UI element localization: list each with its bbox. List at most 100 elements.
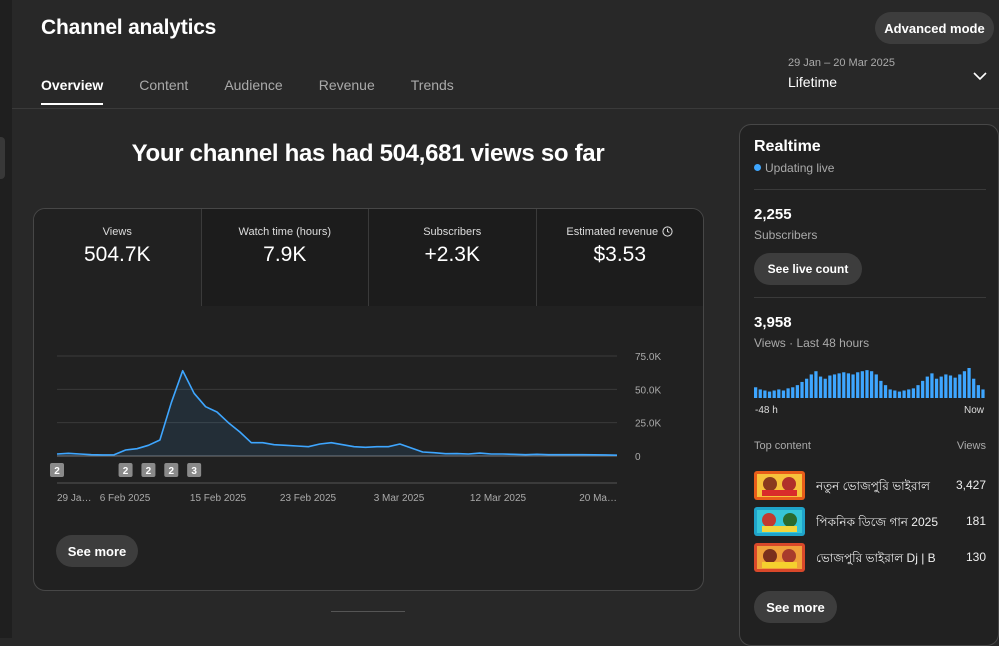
realtime-views-bars[interactable] bbox=[754, 368, 986, 398]
x-tick-label: 20 Ma… bbox=[579, 493, 617, 504]
realtime-bar[interactable] bbox=[781, 390, 786, 399]
realtime-bar[interactable] bbox=[809, 374, 813, 398]
realtime-bar[interactable] bbox=[860, 371, 864, 398]
realtime-bar[interactable] bbox=[865, 370, 869, 398]
top-content-item[interactable]: পিকনিক ডিজে গান 2025 181 bbox=[754, 507, 986, 537]
metric-subscribers[interactable]: Subscribers +2.3K bbox=[368, 209, 536, 306]
tab-content[interactable]: Content bbox=[139, 77, 189, 93]
metric-label: Subscribers bbox=[423, 226, 482, 238]
realtime-bar[interactable] bbox=[846, 373, 851, 398]
scroll-indicator bbox=[331, 611, 405, 612]
realtime-bar[interactable] bbox=[856, 372, 860, 398]
realtime-bar[interactable] bbox=[805, 378, 809, 398]
realtime-bar[interactable] bbox=[953, 377, 957, 398]
tab-audience[interactable]: Audience bbox=[224, 77, 283, 93]
realtime-bar[interactable] bbox=[772, 390, 776, 399]
views-area-chart[interactable]: 75.0K 50.0K 25.0K 0 2 2 2 2 3 29 Ja… 6 Feb 2025 15 … bbox=[34, 306, 703, 590]
video-title[interactable]: পিকনিক ডিজে গান 2025 bbox=[816, 515, 938, 529]
realtime-see-more-button[interactable]: See more bbox=[754, 591, 837, 623]
realtime-bar[interactable] bbox=[967, 368, 971, 398]
realtime-bar[interactable] bbox=[930, 373, 934, 398]
metric-views[interactable]: Views 504.7K bbox=[34, 209, 201, 306]
realtime-bar[interactable] bbox=[902, 390, 906, 399]
video-views: 3,427 bbox=[955, 478, 986, 492]
video-thumbnail[interactable] bbox=[754, 543, 805, 572]
realtime-bar[interactable] bbox=[958, 374, 962, 398]
x-tick-label: 12 Mar 2025 bbox=[470, 493, 527, 504]
bars-axis-start: -48 h bbox=[755, 405, 778, 416]
realtime-bar[interactable] bbox=[800, 381, 804, 398]
realtime-bar[interactable] bbox=[962, 371, 967, 398]
realtime-bar[interactable] bbox=[939, 376, 943, 398]
realtime-bar[interactable] bbox=[828, 375, 832, 399]
metric-value: 7.9K bbox=[263, 243, 307, 266]
realtime-bar[interactable] bbox=[777, 389, 781, 398]
realtime-bar[interactable] bbox=[795, 385, 799, 398]
metrics-chart-card: Views 504.7K Watch time (hours) 7.9K Sub… bbox=[33, 208, 704, 591]
realtime-bar[interactable] bbox=[767, 391, 772, 398]
page-title: Channel analytics bbox=[41, 16, 217, 39]
realtime-bar[interactable] bbox=[972, 378, 976, 398]
tab-trends[interactable]: Trends bbox=[410, 77, 454, 93]
realtime-bar[interactable] bbox=[893, 390, 897, 399]
subscribers-count: 2,255 bbox=[754, 206, 792, 223]
tab-overview[interactable]: Overview bbox=[41, 77, 104, 105]
realtime-bar[interactable] bbox=[842, 372, 846, 398]
x-tick-label: 23 Feb 2025 bbox=[280, 493, 337, 504]
divider bbox=[754, 189, 986, 190]
sidebar-scroll-nub[interactable] bbox=[0, 137, 5, 179]
metric-watch-time[interactable]: Watch time (hours) 7.9K bbox=[200, 209, 368, 306]
tab-bar: Overview Content Audience Revenue Trends bbox=[41, 77, 490, 105]
realtime-bar[interactable] bbox=[832, 374, 837, 398]
video-thumbnail[interactable] bbox=[754, 507, 805, 536]
realtime-bar[interactable] bbox=[907, 389, 911, 398]
realtime-bar[interactable] bbox=[837, 373, 841, 398]
realtime-bar[interactable] bbox=[791, 387, 795, 398]
realtime-bar[interactable] bbox=[763, 390, 767, 399]
event-marker bbox=[141, 463, 156, 477]
metric-label: Watch time (hours) bbox=[238, 226, 331, 238]
see-live-count-button[interactable]: See live count bbox=[754, 253, 862, 285]
realtime-bar[interactable] bbox=[934, 378, 939, 398]
video-thumbnail[interactable] bbox=[754, 471, 805, 500]
top-content-item[interactable]: ভোজপুরি ভাইরাল Dj | B 130 bbox=[754, 543, 986, 573]
realtime-bar[interactable] bbox=[883, 385, 888, 398]
realtime-bar[interactable] bbox=[921, 380, 925, 398]
realtime-bar[interactable] bbox=[888, 389, 892, 398]
video-title[interactable]: ভোজপুরি ভাইরাল Dj | B bbox=[816, 551, 936, 565]
realtime-bar[interactable] bbox=[981, 389, 985, 398]
realtime-bar[interactable] bbox=[948, 375, 953, 399]
metric-revenue[interactable]: Estimated revenue $3.53 bbox=[535, 209, 703, 306]
realtime-bar[interactable] bbox=[851, 374, 855, 398]
advanced-mode-button[interactable]: Advanced mode bbox=[875, 12, 994, 44]
realtime-bar[interactable] bbox=[870, 371, 874, 398]
chevron-down-icon[interactable] bbox=[972, 68, 988, 84]
period-selector[interactable]: Lifetime bbox=[788, 74, 838, 90]
tab-revenue[interactable]: Revenue bbox=[318, 77, 375, 93]
realtime-bar[interactable] bbox=[911, 388, 915, 398]
realtime-bar[interactable] bbox=[879, 380, 883, 398]
realtime-status: Updating live bbox=[754, 161, 834, 175]
realtime-bar[interactable] bbox=[897, 391, 902, 398]
y-tick-label: 75.0K bbox=[635, 352, 661, 363]
see-more-button[interactable]: See more bbox=[56, 535, 138, 567]
realtime-bar[interactable] bbox=[823, 378, 827, 398]
realtime-bar[interactable] bbox=[916, 385, 920, 398]
realtime-bar[interactable] bbox=[874, 374, 878, 398]
realtime-bar[interactable] bbox=[754, 387, 758, 398]
metric-value: +2.3K bbox=[424, 243, 480, 266]
video-title[interactable]: নতুন ভোজপুরি ভাইরাল bbox=[816, 479, 930, 493]
realtime-bar[interactable] bbox=[925, 376, 929, 398]
metric-label-text: Estimated revenue bbox=[566, 226, 659, 238]
top-content-item[interactable]: নতুন ভোজপুরি ভাইরাল 3,427 bbox=[754, 471, 986, 501]
realtime-bar[interactable] bbox=[814, 371, 818, 398]
realtime-bar[interactable] bbox=[818, 376, 823, 398]
video-views: 181 bbox=[965, 514, 986, 528]
date-range-text[interactable]: 29 Jan – 20 Mar 2025 bbox=[788, 57, 896, 69]
event-marker-label: 2 bbox=[169, 466, 175, 477]
realtime-bar[interactable] bbox=[786, 388, 790, 398]
realtime-bar[interactable] bbox=[976, 385, 980, 398]
realtime-bar[interactable] bbox=[944, 374, 948, 398]
realtime-bar[interactable] bbox=[758, 389, 762, 398]
divider bbox=[754, 297, 986, 298]
